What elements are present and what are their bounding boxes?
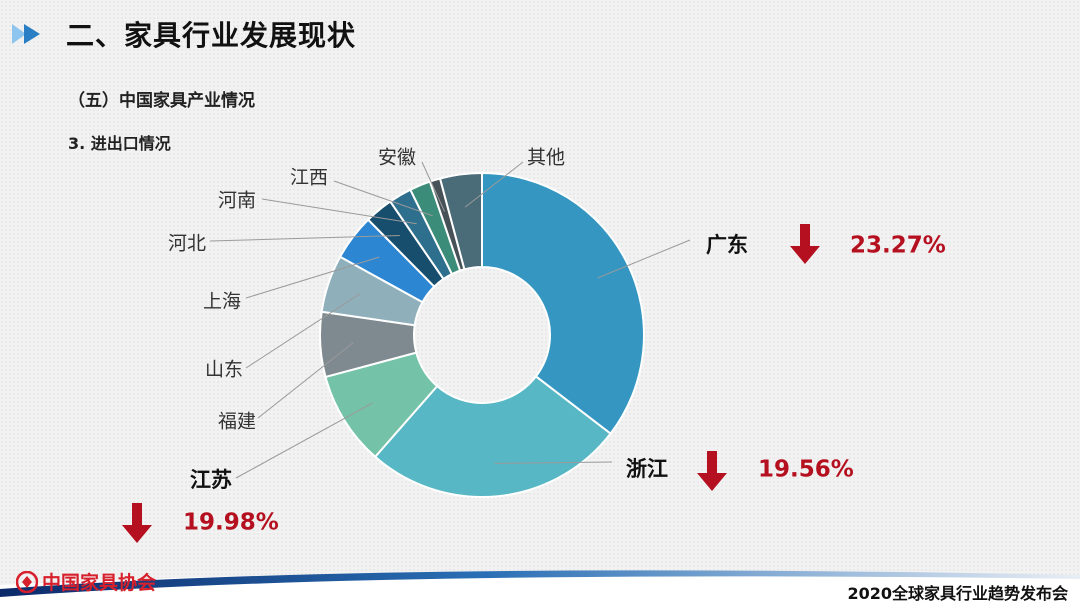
slice-label-7: 河南 [218, 190, 256, 212]
leader-line-0 [597, 239, 691, 279]
slice-label-10: 其他 [527, 147, 565, 169]
section-heading: 3. 进出口情况 [68, 134, 171, 153]
leader-line-10 [464, 161, 524, 208]
title-arrow-icon [12, 24, 40, 44]
slice-1 [373, 374, 612, 498]
leader-line-9 [421, 161, 446, 212]
leader-line-2 [235, 402, 373, 479]
footer-logo: 中国家具协会 [16, 568, 156, 595]
slice-label-0: 广东 [706, 233, 748, 257]
change-value-1: 19.56% [758, 457, 854, 483]
slice-label-5: 上海 [203, 291, 241, 313]
footer-swoosh [0, 570, 1080, 608]
slice-label-9: 安徽 [378, 147, 416, 169]
association-logo-icon [16, 570, 38, 593]
leader-line-3 [257, 342, 354, 419]
slice-label-6: 河北 [168, 233, 206, 255]
slice-label-8: 江西 [290, 167, 328, 189]
slice-label-1: 浙江 [626, 457, 668, 481]
slice-label-3: 福建 [218, 411, 256, 433]
leader-line-4 [245, 293, 360, 369]
down-arrow-icon [697, 451, 727, 491]
down-arrow-icon [790, 224, 820, 264]
change-value-0: 23.27% [850, 233, 946, 259]
footer-org-name: 中国家具协会 [42, 572, 157, 594]
slice-10 [438, 171, 483, 271]
leader-lines [209, 161, 691, 479]
leader-line-8 [333, 180, 433, 217]
change-annotations: 23.27% 19.56% 19.98% [122, 224, 946, 543]
slice-0 [481, 171, 645, 436]
slice-label-2: 江苏 [190, 468, 232, 492]
footer-event-name: 2020全球家具行业趋势发布会 [847, 584, 1068, 603]
page-title: 二、家具行业发展现状 [66, 19, 357, 52]
slice-label-4: 山东 [205, 359, 243, 381]
leader-line-7 [261, 198, 417, 225]
down-arrow-icon [122, 503, 152, 543]
section-subtitle: （五）中国家具产业情况 [68, 91, 255, 111]
leader-line-6 [209, 235, 400, 242]
change-value-2: 19.98% [183, 510, 279, 536]
leader-line-5 [245, 256, 380, 299]
slices [319, 171, 645, 498]
leader-line-1 [494, 461, 613, 464]
